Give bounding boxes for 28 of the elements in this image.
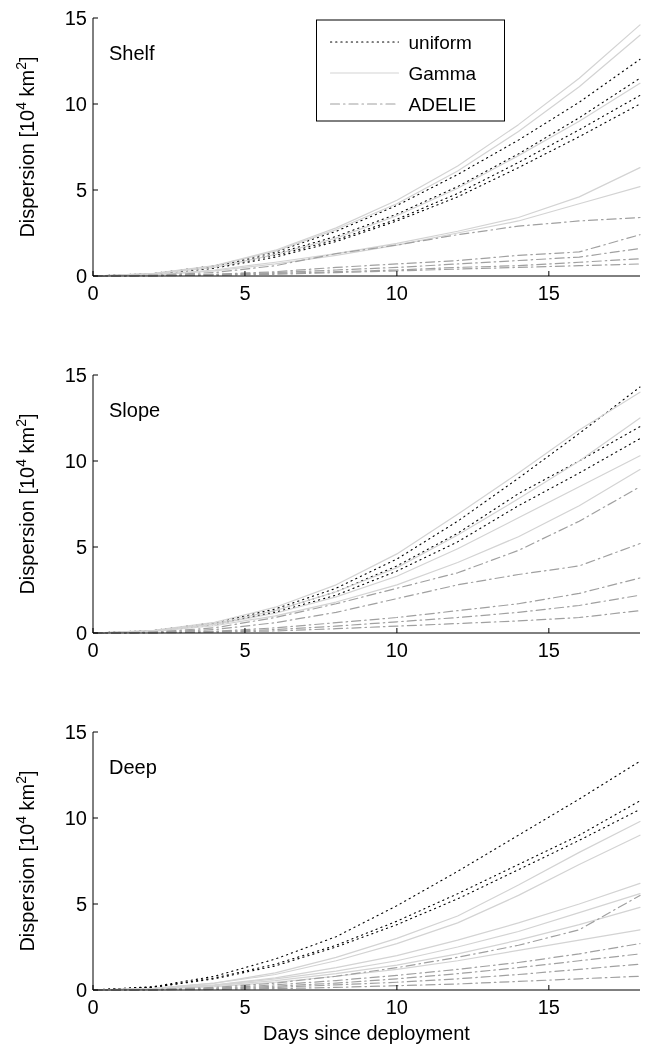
text: Slope (109, 399, 161, 421)
y-tick-label: 15 (64, 364, 87, 386)
y-tick-label: 10 (64, 93, 87, 115)
y-tick-label: 5 (75, 536, 87, 558)
y-tick-label: 0 (75, 979, 87, 1001)
x-tick-label: 10 (385, 996, 409, 1018)
x-tick-label: 10 (385, 639, 409, 661)
x-tick-label: 15 (537, 639, 560, 661)
legend-label: uniform (408, 31, 472, 53)
y-tick-label: 0 (75, 622, 87, 644)
y-tick-label: 5 (75, 893, 87, 915)
x-tick-label: 15 (537, 996, 560, 1018)
x-tick-label: 5 (239, 282, 251, 304)
text: Deep (109, 756, 157, 778)
x-tick-label: 5 (239, 639, 251, 661)
y-tick-label: 10 (64, 807, 87, 829)
text: Shelf (109, 42, 156, 64)
y-tick-label: 0 (75, 265, 87, 287)
x-axis-title: Days since deployment (263, 1022, 471, 1044)
legend-label: ADELIE (408, 93, 477, 115)
x-tick-label: 5 (239, 996, 251, 1018)
y-tick-label: 10 (64, 450, 87, 472)
x-tick-label: 15 (537, 282, 560, 304)
y-tick-label: 15 (64, 7, 87, 29)
legend-label: Gamma (408, 62, 477, 84)
y-tick-label: 15 (64, 721, 87, 743)
x-tick-label: 10 (385, 282, 409, 304)
y-tick-label: 5 (75, 179, 87, 201)
